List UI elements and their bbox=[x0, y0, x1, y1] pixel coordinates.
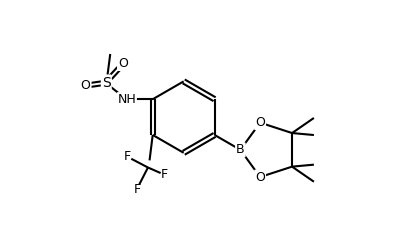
Text: B: B bbox=[236, 143, 245, 156]
Text: NH: NH bbox=[118, 93, 136, 106]
Text: F: F bbox=[161, 168, 168, 181]
Text: O: O bbox=[255, 171, 265, 184]
Text: O: O bbox=[118, 57, 128, 70]
Text: F: F bbox=[124, 150, 131, 163]
Text: S: S bbox=[102, 75, 111, 89]
Text: O: O bbox=[81, 79, 91, 92]
Text: F: F bbox=[133, 183, 140, 196]
Text: O: O bbox=[255, 116, 265, 129]
